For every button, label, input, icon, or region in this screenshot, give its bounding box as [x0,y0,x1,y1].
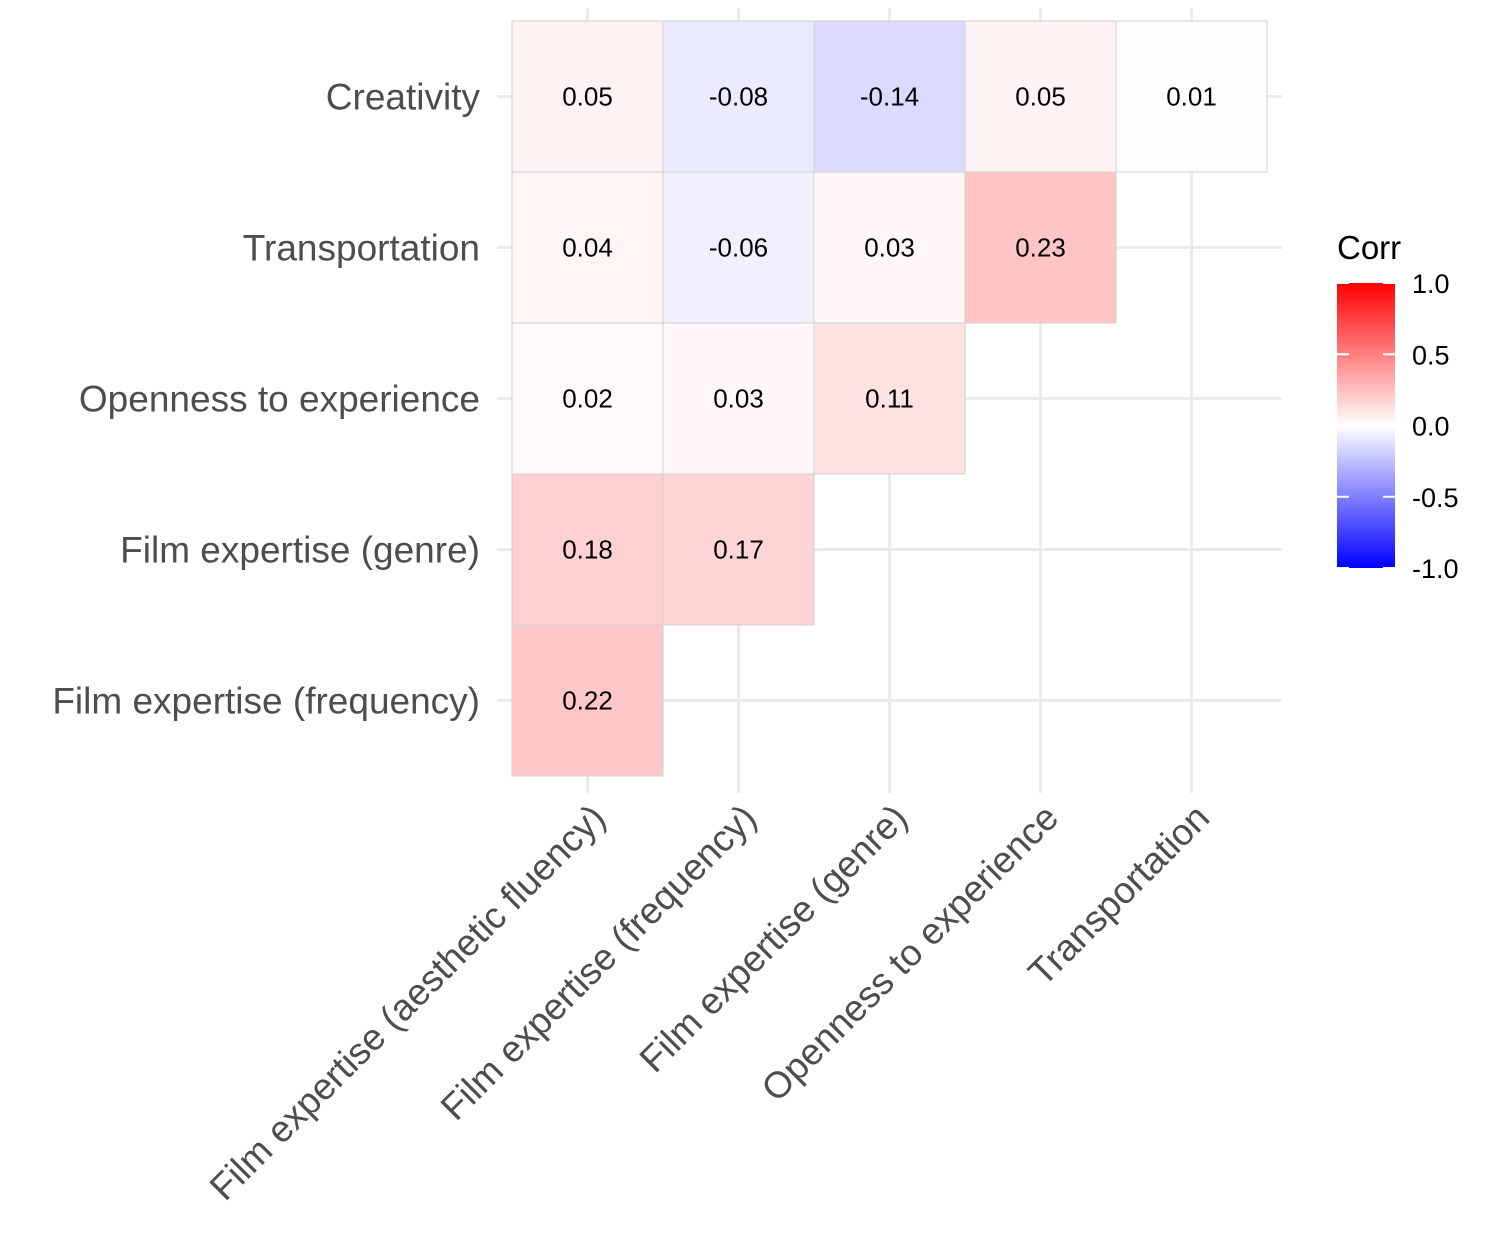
heatmap-cell [511,20,664,173]
cell-value-label: 0.18 [562,535,613,565]
heatmap-cell [662,171,815,324]
cell-value-label: 0.11 [865,384,914,414]
x-axis-tick-label: Film expertise (frequency) [433,797,764,1128]
cell-value-label: 0.22 [562,686,613,716]
heatmap-cell [964,20,1117,173]
heatmap-cell [662,473,815,626]
x-axis-labels: Film expertise (aesthetic fluency)Film e… [202,797,1217,1208]
cell-value-labels: 0.05 -0.08 -0.14 0.05 0.01 0.04 -0.06 0.03 0.23 0… [562,82,1217,716]
legend-tick-label: 0.5 [1412,340,1450,370]
cell-value-label: -0.14 [860,82,919,112]
heatmap-cell [511,171,664,324]
heatmap-cell [662,322,815,475]
heatmap-cell [813,322,966,475]
y-axis-tick-label: Film expertise (frequency) [52,681,480,722]
heatmap-cell [1115,20,1268,173]
cell-value-label: -0.08 [709,82,768,112]
cell-value-label: 0.17 [713,535,764,565]
cell-value-label: 0.02 [562,384,613,414]
y-axis-tick-label: Transportation [243,228,480,269]
legend: Corr 1.0 0.5 0.0 -0.5 -1.0 [1337,229,1459,584]
cell-value-label: 0.01 [1166,82,1217,112]
legend-tick-label: 1.0 [1412,269,1450,299]
legend-title: Corr [1337,229,1401,266]
cell-value-label: 0.03 [713,384,764,414]
heatmap-cell [511,322,664,475]
cell-value-label: 0.05 [562,82,613,112]
heatmap-cell [813,171,966,324]
cell-value-label: 0.04 [562,233,613,263]
heatmap-cell [964,171,1117,324]
heatmap-cell [511,624,664,777]
heatmap-cells [511,20,1268,777]
x-axis-tick-label: Film expertise (genre) [632,797,915,1080]
cell-value-label: -0.06 [709,233,768,263]
y-axis-tick-label: Creativity [326,77,481,118]
cell-value-label: 0.03 [864,233,915,263]
y-axis-tick-label: Openness to experience [79,379,480,420]
heatmap-cell [511,473,664,626]
x-axis-tick-label: Openness to experience [754,797,1067,1110]
legend-tick-label: -1.0 [1412,554,1459,584]
legend-tick-label: 0.0 [1412,412,1450,442]
heatmap-cell [662,20,815,173]
cell-value-label: 0.05 [1015,82,1066,112]
y-axis-tick-label: Film expertise (genre) [120,530,480,571]
cell-value-label: 0.23 [1015,233,1066,263]
legend-tick-label: -0.5 [1412,483,1459,513]
y-axis-labels: Film expertise (frequency) Film expertise… [52,77,480,722]
